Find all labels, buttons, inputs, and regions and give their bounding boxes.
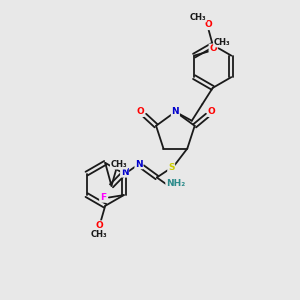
Text: CH₃: CH₃	[111, 160, 127, 169]
Text: O: O	[208, 107, 216, 116]
Text: O: O	[209, 44, 217, 53]
Text: CH₃: CH₃	[190, 13, 206, 22]
Text: S: S	[168, 164, 174, 172]
Text: O: O	[204, 20, 212, 29]
Text: N: N	[135, 160, 143, 169]
Text: NH₂: NH₂	[166, 179, 185, 188]
Text: F: F	[100, 193, 106, 202]
Text: N: N	[121, 168, 128, 177]
Text: O: O	[136, 107, 144, 116]
Text: N: N	[172, 107, 179, 116]
Text: O: O	[95, 221, 103, 230]
Text: CH₃: CH₃	[91, 230, 107, 239]
Text: CH₃: CH₃	[214, 38, 230, 47]
